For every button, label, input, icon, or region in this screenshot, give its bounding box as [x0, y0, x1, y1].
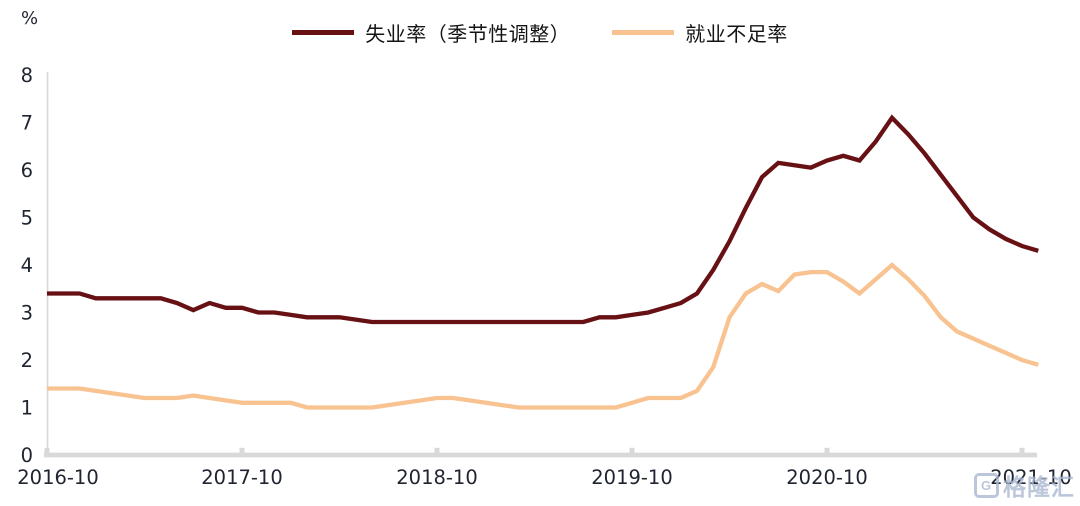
gelonghui-watermark-text: 格隆汇	[1003, 474, 1075, 500]
x-axis-tick	[629, 447, 635, 453]
unemployment-rate-line	[47, 114, 1039, 325]
y-tick-label: 0	[21, 444, 33, 467]
gelonghui-logo-icon: G	[974, 472, 999, 498]
x-axis-tick	[434, 447, 440, 453]
legend-label-unemployment: 失业率（季节性调整）	[365, 24, 571, 46]
x-axis-tick	[44, 447, 50, 453]
underemployment-rate-line	[47, 262, 1039, 410]
x-tick-label: 2019-10	[591, 466, 672, 489]
y-tick-label: 3	[21, 302, 33, 325]
chart-legend: 失业率（季节性调整） 就业不足率	[0, 18, 1080, 47]
x-tick-label: 2021-10	[990, 466, 1071, 489]
underemployment-line-swatch-icon	[612, 30, 675, 35]
x-tick-label: 2017-10	[201, 466, 282, 489]
legend-label-underemployment: 就业不足率	[685, 24, 788, 46]
y-tick-label: 4	[21, 254, 33, 277]
unemployment-line-swatch-icon	[292, 30, 355, 35]
legend-item-unemployment: 失业率（季节性调整）	[292, 18, 570, 47]
y-tick-label: 1	[21, 397, 33, 420]
x-tick-label: 2016-10	[17, 466, 98, 489]
x-axis-tick	[1019, 447, 1025, 453]
legend-item-underemployment: 就业不足率	[612, 18, 788, 47]
x-axis-line	[44, 452, 1037, 458]
x-tick-label: 2018-10	[396, 466, 477, 489]
y-tick-label: 8	[21, 64, 33, 87]
x-axis-tick	[239, 447, 245, 453]
y-tick-label: 2	[21, 349, 33, 372]
x-tick-label: 2020-10	[786, 466, 867, 489]
gelonghui-watermark: G 格隆汇	[974, 468, 1075, 502]
x-axis-tick	[824, 447, 830, 453]
y-tick-label: 7	[21, 112, 33, 135]
y-tick-label: 5	[21, 207, 33, 230]
y-tick-label: 6	[21, 159, 33, 182]
y-axis-unit-label: %	[21, 8, 39, 29]
